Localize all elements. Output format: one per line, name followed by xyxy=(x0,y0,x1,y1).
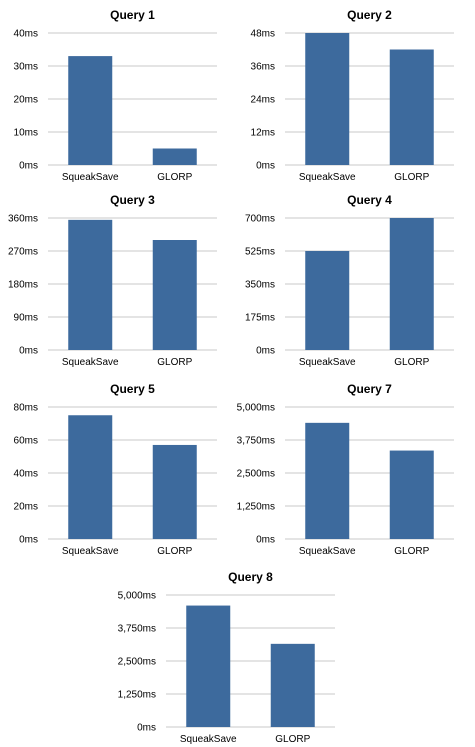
y-tick-label: 2,500ms xyxy=(237,469,275,480)
y-tick-label: 0ms xyxy=(19,535,38,546)
y-tick-label: 80ms xyxy=(14,403,38,414)
chart-svg: Query 2 0ms 12ms 24ms 36ms 48ms SqueakSave GLOR… xyxy=(251,8,454,183)
y-tick-label: 5,000ms xyxy=(118,591,156,602)
y-tick-label: 5,000ms xyxy=(237,403,275,414)
y-tick-label: 1,250ms xyxy=(237,502,275,513)
y-tick-label: 175ms xyxy=(245,313,275,324)
chart-title: Query 8 xyxy=(228,570,273,584)
chart-title: Query 1 xyxy=(110,8,155,22)
bar-glorp xyxy=(389,49,434,165)
y-tick-label: 3,750ms xyxy=(118,624,156,635)
y-tick-label: 360ms xyxy=(8,214,38,225)
chart-svg: Query 8 0ms 1,250ms 2,500ms 3,750ms 5,000ms Sq… xyxy=(118,570,335,745)
x-category-label: GLORP xyxy=(394,357,429,368)
bar-glorp xyxy=(152,240,197,350)
y-tick-label: 0ms xyxy=(19,346,38,357)
x-category-label: SqueakSave xyxy=(299,357,356,368)
x-category-label: SqueakSave xyxy=(62,546,119,557)
y-tick-label: 0ms xyxy=(19,161,38,172)
x-category-label: SqueakSave xyxy=(62,172,119,183)
chart-title: Query 2 xyxy=(347,8,392,22)
chart-query-8: Query 8 0ms 1,250ms 2,500ms 3,750ms 5,000ms Sq… xyxy=(118,562,355,747)
bar-glorp xyxy=(389,218,434,350)
bar-glorp xyxy=(389,450,434,539)
y-tick-label: 0ms xyxy=(137,723,156,734)
y-tick-label: 180ms xyxy=(8,280,38,291)
chart-svg: Query 3 0ms 90ms 180ms 270ms 360ms SqueakSave G… xyxy=(8,193,217,368)
bar-squeaksave xyxy=(305,422,350,539)
y-tick-label: 525ms xyxy=(245,247,275,258)
y-tick-label: 350ms xyxy=(245,280,275,291)
chart-query-1: Query 1 0ms 10ms 20ms 30ms 40ms SqueakSave GLOR… xyxy=(0,0,237,185)
y-tick-label: 2,500ms xyxy=(118,657,156,668)
x-category-label: GLORP xyxy=(275,734,310,745)
bar-glorp xyxy=(270,643,315,727)
y-tick-label: 10ms xyxy=(14,128,38,139)
x-category-label: GLORP xyxy=(157,172,192,183)
chart-title: Query 4 xyxy=(347,193,392,207)
chart-title: Query 3 xyxy=(110,193,155,207)
bar-squeaksave xyxy=(305,251,350,350)
chart-query-5: Query 5 0ms 20ms 40ms 60ms 80ms SqueakSave GLOR… xyxy=(0,374,237,559)
chart-query-7: Query 7 0ms 1,250ms 2,500ms 3,750ms 5,000ms Sq… xyxy=(237,374,474,559)
y-tick-label: 1,250ms xyxy=(118,690,156,701)
y-tick-label: 0ms xyxy=(256,535,275,546)
x-category-label: GLORP xyxy=(157,546,192,557)
y-tick-label: 0ms xyxy=(256,346,275,357)
y-tick-label: 3,750ms xyxy=(237,436,275,447)
chart-title: Query 5 xyxy=(110,382,155,396)
y-tick-label: 40ms xyxy=(14,29,38,40)
x-category-label: GLORP xyxy=(394,172,429,183)
chart-query-4: Query 4 0ms 175ms 350ms 525ms 700ms SqueakSave… xyxy=(237,185,474,370)
y-tick-label: 40ms xyxy=(14,469,38,480)
x-category-label: SqueakSave xyxy=(62,357,119,368)
x-category-label: GLORP xyxy=(157,357,192,368)
chart-query-3: Query 3 0ms 90ms 180ms 270ms 360ms SqueakSave G… xyxy=(0,185,237,370)
bar-squeaksave xyxy=(305,33,350,165)
chart-title: Query 7 xyxy=(347,382,392,396)
y-tick-label: 700ms xyxy=(245,214,275,225)
y-tick-label: 12ms xyxy=(251,128,275,139)
y-tick-label: 60ms xyxy=(14,436,38,447)
y-tick-label: 0ms xyxy=(256,161,275,172)
y-tick-label: 20ms xyxy=(14,502,38,513)
x-category-label: SqueakSave xyxy=(299,546,356,557)
bar-glorp xyxy=(152,148,197,165)
x-category-label: SqueakSave xyxy=(299,172,356,183)
chart-query-2: Query 2 0ms 12ms 24ms 36ms 48ms SqueakSave GLOR… xyxy=(237,0,474,185)
bar-glorp xyxy=(152,444,197,539)
chart-svg: Query 4 0ms 175ms 350ms 525ms 700ms SqueakSave… xyxy=(245,193,454,368)
y-tick-label: 30ms xyxy=(14,62,38,73)
y-tick-label: 48ms xyxy=(251,29,275,40)
y-tick-label: 270ms xyxy=(8,247,38,258)
bar-squeaksave xyxy=(68,415,113,539)
x-category-label: GLORP xyxy=(394,546,429,557)
y-tick-label: 20ms xyxy=(14,95,38,106)
y-tick-label: 90ms xyxy=(14,313,38,324)
bar-squeaksave xyxy=(68,219,113,350)
y-tick-label: 36ms xyxy=(251,62,275,73)
bar-squeaksave xyxy=(68,56,113,165)
bar-squeaksave xyxy=(186,605,231,727)
chart-svg: Query 1 0ms 10ms 20ms 30ms 40ms SqueakSave GLOR… xyxy=(14,8,217,183)
chart-svg: Query 5 0ms 20ms 40ms 60ms 80ms SqueakSave GLOR… xyxy=(14,382,217,557)
y-tick-label: 24ms xyxy=(251,95,275,106)
chart-svg: Query 7 0ms 1,250ms 2,500ms 3,750ms 5,000ms Sq… xyxy=(237,382,454,557)
x-category-label: SqueakSave xyxy=(180,734,237,745)
